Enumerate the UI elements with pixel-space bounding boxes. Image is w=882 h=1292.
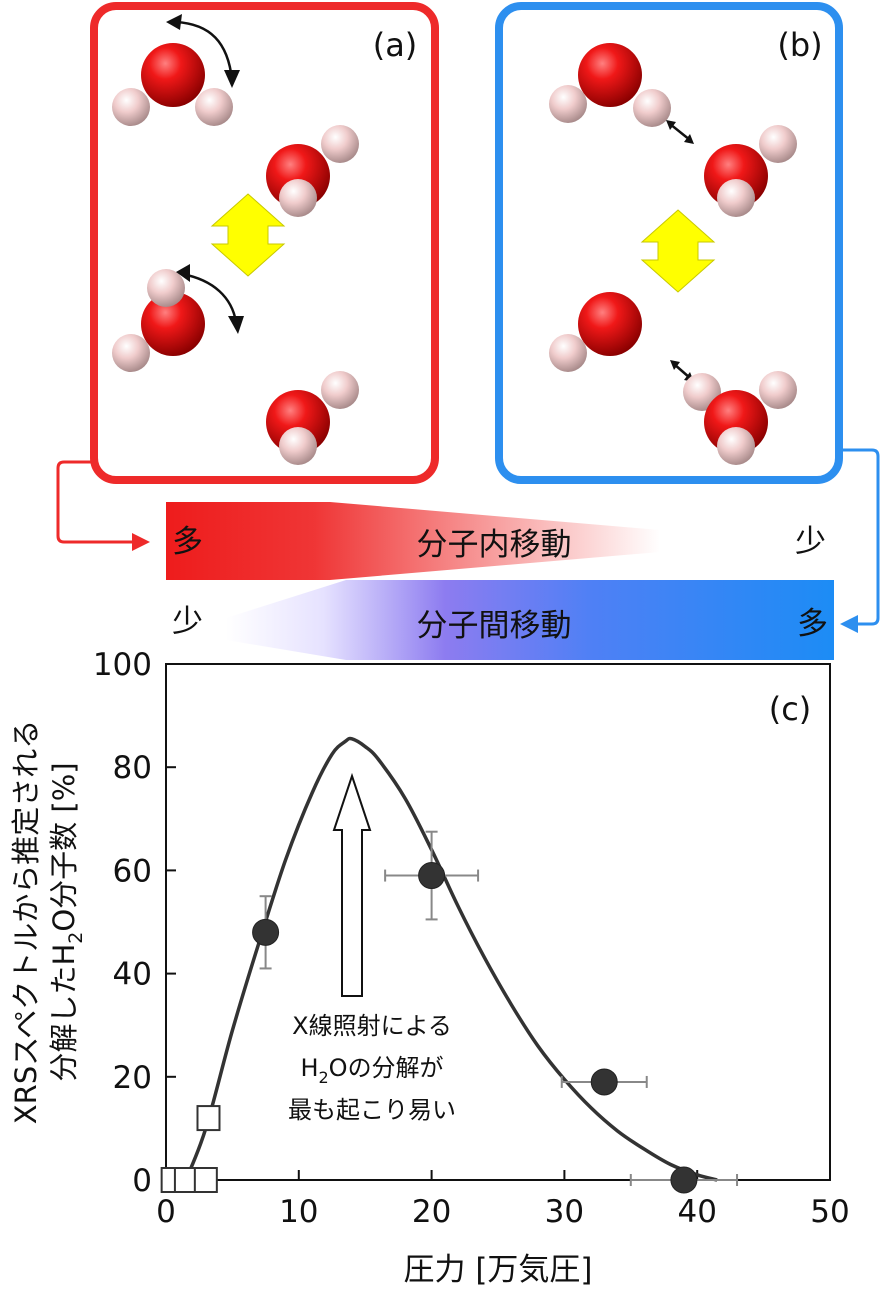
inter-band: 少 分子間移動 多 [172,580,834,660]
yellow-double-arrow [640,209,716,293]
annotation-line1: X線照射による [292,1012,452,1040]
water-molecule [112,43,233,126]
annotation-line2: H2Oの分解が [300,1054,443,1087]
fit-curve [184,736,718,1182]
data-point-filled [670,1166,698,1194]
water-molecule [549,43,671,127]
panel-a-label: (a) [373,26,418,64]
water-molecule [266,125,359,217]
annotation-arrow [332,772,372,997]
x-tick-label: 20 [412,1194,451,1230]
intra-right-label: 少 [795,524,826,560]
x-tick-label: 50 [810,1194,849,1230]
intra-band: 多 分子内移動 少 [166,502,826,580]
panel-c-label: (c) [769,690,812,728]
rotation-arrow [175,20,234,81]
panel-a: (a) [90,2,439,484]
water-molecule [704,125,797,217]
annotation-line3: 最も起こり易い [288,1096,456,1124]
inter-band-shape [226,580,834,660]
x-tick-label: 0 [156,1194,176,1230]
intra-band-label: 分子内移動 [417,527,572,563]
x-tick-label: 10 [279,1194,318,1230]
data-point-filled [590,1068,618,1096]
bond-stretch-arrow [669,123,691,141]
water-molecule [683,371,797,465]
x-axis: 0 10 20 30 40 50 [156,1170,850,1230]
data-point-open [196,1105,221,1132]
data-point-filled [418,862,446,890]
chart: (c) 0 10 20 30 40 50 0 20 40 60 80 100 X線照射による H2O… [9,647,850,1288]
y-axis: 0 20 40 60 80 100 [93,647,176,1199]
error-bars [259,830,739,1186]
water-molecule [112,269,205,372]
markers [160,862,698,1194]
y-tick-label: 100 [93,647,152,683]
connector-arrow-b [839,448,880,626]
y-axis-label-line2: 分解したH2O分子数 [%] [47,762,87,1081]
rotation-arrow [181,272,238,323]
intra-band-shape [166,502,660,580]
inter-left-label: 少 [172,604,203,640]
intra-left-label: 多 [172,524,203,560]
inter-right-label: 多 [797,606,828,642]
data-point-open [173,1167,198,1193]
y-tick-label: 80 [113,750,152,786]
connector-arrow-a [56,460,134,544]
data-point-open [193,1167,218,1193]
data-point-filled [252,918,280,946]
y-tick-label: 40 [113,957,152,993]
x-axis-label: 圧力 [万気圧] [403,1252,592,1288]
x-tick-label: 30 [545,1194,584,1230]
inter-band-label: 分子間移動 [417,608,572,644]
y-tick-label: 20 [113,1060,152,1096]
x-tick-label: 40 [677,1194,716,1230]
panel-b: (b) [495,2,843,484]
water-molecule [266,371,359,465]
panel-b-label: (b) [777,26,822,64]
plot-frame [165,663,831,1181]
water-molecule [549,292,642,372]
y-tick-label: 0 [132,1163,152,1199]
y-axis-label-line1: XRSスペクトルから推定される [9,720,43,1124]
y-tick-label: 60 [113,853,152,889]
yellow-double-arrow [210,193,286,277]
